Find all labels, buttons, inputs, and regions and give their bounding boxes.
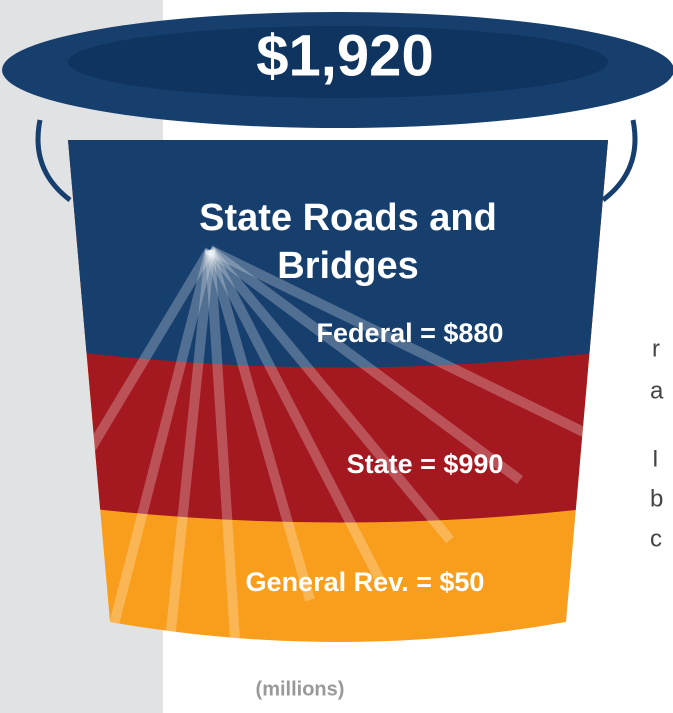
segment-label: Federal = $880 [317, 318, 504, 348]
side-text: c [650, 525, 662, 552]
side-text: b [650, 485, 663, 512]
rim-inner [68, 26, 608, 98]
segment-label: State = $990 [347, 449, 504, 479]
side-text: a [650, 377, 664, 404]
side-text: I [652, 445, 659, 472]
segment-label: General Rev. = $50 [246, 567, 485, 597]
unit: (millions) [256, 678, 345, 700]
label: State Roads and [199, 197, 497, 239]
side-text: r [652, 335, 660, 362]
label: Bridges [277, 245, 418, 287]
bucket-body [68, 140, 608, 642]
band-federal [68, 140, 608, 368]
handle [35, 119, 638, 202]
total: $1,920 [256, 23, 433, 88]
